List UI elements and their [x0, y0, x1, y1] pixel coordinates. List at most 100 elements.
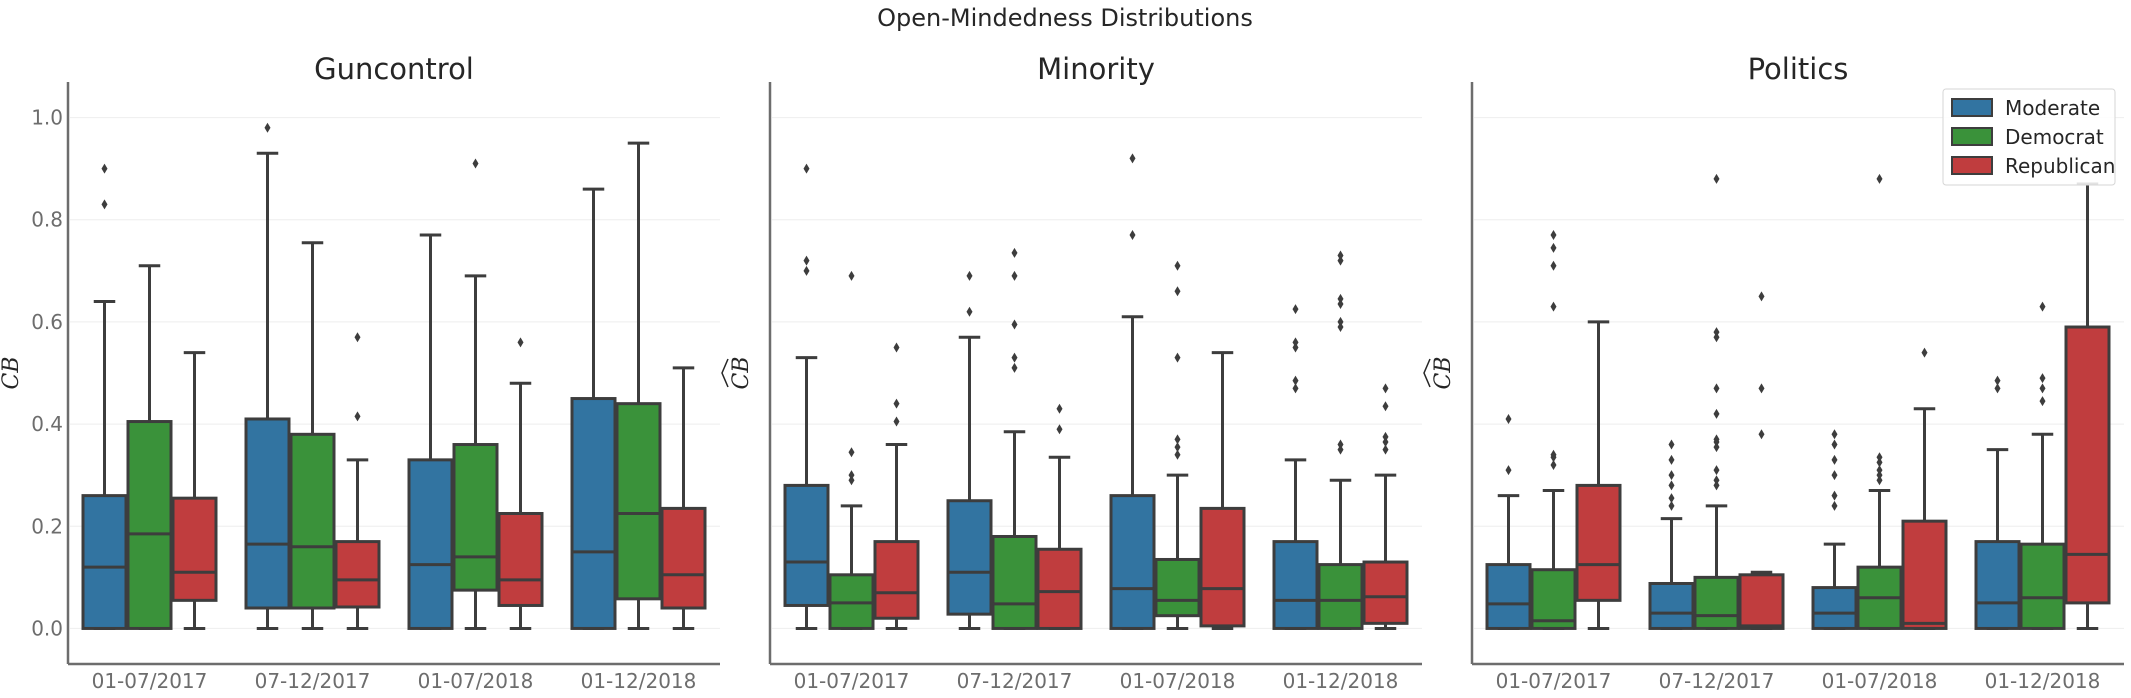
outlier-point: [1011, 247, 1018, 258]
box-body: [2064, 325, 2111, 605]
outlier-point: [966, 270, 973, 281]
box-democrat: [452, 158, 499, 630]
outlier-point: [1337, 299, 1344, 310]
box-body: [1901, 519, 1948, 630]
outlier-point: [264, 122, 271, 133]
outlier-point: [1876, 457, 1883, 468]
box-body: [1575, 483, 1622, 602]
legend: Moderate Democrat Republican: [1942, 88, 2116, 186]
outlier-point: [354, 332, 361, 343]
outlier-point: [1713, 465, 1720, 476]
outlier-point: [1174, 286, 1181, 297]
x-tick-label: 07-12/2017: [957, 669, 1073, 693]
box-body: [289, 432, 336, 610]
box-democrat: [2019, 301, 2066, 630]
x-tick-label: 07-12/2017: [1659, 669, 1775, 693]
outlier-point: [1174, 434, 1181, 445]
y-tick-label: 0.0: [31, 616, 63, 640]
box-body: [1693, 575, 1740, 630]
outlier-point: [2039, 373, 2046, 384]
outlier-point: [966, 306, 973, 317]
box-body: [1974, 540, 2021, 630]
outlier-point: [101, 199, 108, 210]
outlier-point: [1174, 449, 1181, 460]
outlier-point: [848, 470, 855, 481]
box-body: [2019, 542, 2066, 630]
x-tick-label: 01-12/2018: [581, 669, 697, 693]
outlier-point: [1337, 439, 1344, 450]
legend-label-republican: Republican: [2005, 154, 2115, 178]
box-moderate: [1648, 439, 1695, 630]
box-body: [1199, 506, 1246, 628]
outlier-point: [1337, 444, 1344, 455]
outlier-point: [1505, 413, 1512, 424]
outlier-point: [1337, 250, 1344, 261]
box-democrat: [828, 270, 875, 630]
box-moderate: [1811, 429, 1858, 630]
box-body: [1485, 563, 1532, 630]
box-body: [126, 420, 173, 630]
outlier-point: [1011, 352, 1018, 363]
legend-label-moderate: Moderate: [2005, 96, 2100, 120]
outlier-point: [1831, 500, 1838, 511]
box-body: [497, 512, 544, 607]
y-axis-label: CB: [721, 357, 754, 390]
y-axis-label-text: CB: [1431, 357, 1456, 390]
outlier-point: [1758, 383, 1765, 394]
box-body: [244, 417, 291, 610]
box-body: [1317, 563, 1364, 630]
outlier-point: [1174, 442, 1181, 453]
outlier-point: [1174, 352, 1181, 363]
y-tick-label: 0.8: [31, 208, 63, 232]
outlier-point: [1831, 490, 1838, 501]
x-tick-label: 07-12/2017: [255, 669, 371, 693]
outlier-point: [2039, 383, 2046, 394]
y-axis-label: CB: [1423, 357, 1456, 390]
box-body: [660, 506, 707, 610]
outlier-point: [2039, 396, 2046, 407]
box-republican: [1362, 383, 1409, 630]
outlier-point: [848, 447, 855, 458]
outlier-point: [1876, 173, 1883, 184]
outlier-point: [1668, 500, 1675, 511]
box-republican: [1036, 403, 1083, 630]
box-moderate: [1485, 413, 1532, 630]
outlier-point: [1382, 444, 1389, 455]
x-tick-label: 01-12/2018: [1283, 669, 1399, 693]
outlier-point: [1876, 465, 1883, 476]
box-body: [1109, 494, 1156, 630]
outlier-point: [1174, 260, 1181, 271]
outlier-point: [1713, 408, 1720, 419]
box-body: [81, 494, 128, 630]
panel-title: Guncontrol: [314, 52, 474, 86]
outlier-point: [1876, 475, 1883, 486]
panel-title: Politics: [1748, 52, 1849, 86]
outlier-point: [1921, 347, 1928, 358]
box-democrat: [1856, 173, 1903, 630]
x-tick-label: 01-07/2017: [1496, 669, 1612, 693]
outlier-point: [1056, 403, 1063, 414]
box-republican: [334, 332, 381, 630]
box-moderate: [1974, 375, 2021, 630]
box-democrat: [1693, 173, 1740, 630]
outlier-point: [1758, 429, 1765, 440]
outlier-point: [1550, 301, 1557, 312]
outlier-point: [1011, 319, 1018, 330]
hat-accent: [1423, 358, 1431, 388]
outlier-point: [1831, 470, 1838, 481]
box-republican: [1901, 347, 1948, 630]
outlier-point: [1550, 230, 1557, 241]
x-tick-label: 01-07/2017: [92, 669, 208, 693]
outlier-point: [1758, 291, 1765, 302]
box-democrat: [1154, 260, 1201, 630]
box-body: [1738, 573, 1785, 630]
outlier-point: [803, 265, 810, 276]
box-body: [334, 540, 381, 609]
outlier-point: [1876, 470, 1883, 481]
box-moderate: [1109, 153, 1156, 630]
legend-swatch-republican: [1951, 156, 1993, 175]
outlier-point: [1713, 327, 1720, 338]
panels: Guncontrol 0.0 0.2 0.4 0.6 0.8 1.0 CB 01-07/2017…: [0, 52, 2124, 693]
outlier-point: [1292, 304, 1299, 315]
outlier-point: [1668, 454, 1675, 465]
